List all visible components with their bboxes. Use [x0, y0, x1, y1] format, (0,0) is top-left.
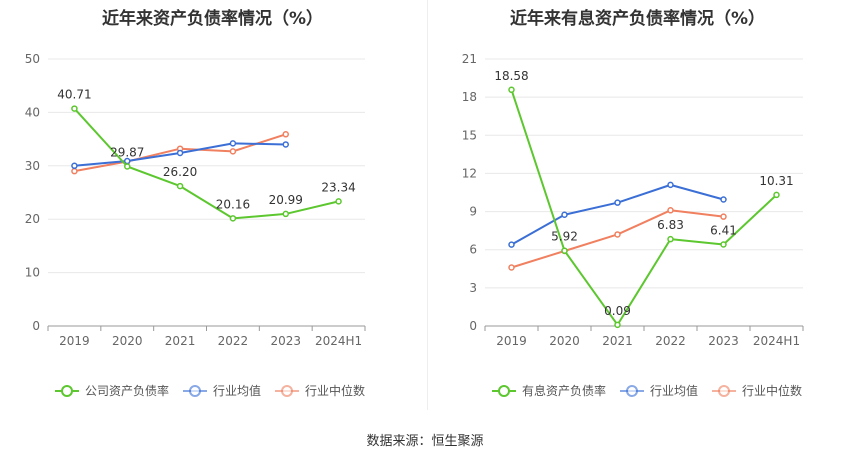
legend-label: 行业中位数 — [305, 383, 365, 398]
primary-series-point — [124, 163, 131, 170]
x-tick-label: 2020 — [112, 334, 143, 348]
legend-marker — [718, 385, 730, 397]
y-tick-label: 0 — [469, 319, 477, 333]
primary-series-point — [335, 198, 342, 205]
x-tick-label: 2021 — [602, 334, 633, 348]
industry-mean-series-point — [282, 141, 289, 148]
data-source-label: 数据来源：恒生聚源 — [366, 434, 484, 449]
legend-marker — [61, 385, 73, 397]
data-label: 20.99 — [269, 193, 303, 207]
y-tick-label: 20 — [25, 212, 40, 226]
y-tick-label: 12 — [462, 166, 477, 180]
legend-item-industry-median: 行业中位数 — [712, 383, 802, 398]
y-tick-label: 0 — [32, 319, 40, 333]
y-tick-label: 10 — [25, 266, 40, 280]
y-tick-label: 15 — [462, 128, 477, 142]
y-tick-label: 50 — [25, 52, 40, 66]
y-tick-label: 21 — [462, 52, 477, 66]
x-tick-label: 2023 — [708, 334, 739, 348]
industry-median-series-line — [511, 209, 724, 269]
data-label: 10.31 — [759, 174, 793, 188]
primary-series-point — [176, 182, 184, 190]
right-chart-title: 近年来有息资产负债率情况（%） — [509, 9, 766, 29]
data-label: 20.16 — [216, 197, 250, 211]
legend-label: 公司资产负债率 — [85, 383, 169, 398]
legend-label: 有息资产负债率 — [522, 383, 606, 398]
primary-series-point — [508, 86, 515, 94]
legend-item-primary: 有息资产负债率 — [492, 383, 606, 398]
y-tick-label: 40 — [25, 105, 40, 119]
industry-mean-series-point — [720, 196, 727, 203]
primary-series-line — [73, 107, 339, 220]
legend-label: 行业均值 — [650, 383, 698, 398]
primary-series-point — [614, 321, 621, 329]
data-label: 6.41 — [710, 224, 737, 238]
data-label: 0.09 — [604, 304, 631, 318]
x-tick-label: 2019 — [496, 334, 527, 348]
industry-median-series-point — [720, 213, 727, 220]
primary-series-point — [229, 215, 237, 222]
x-tick-label: 2024H1 — [753, 334, 800, 348]
industry-mean-series-point — [508, 241, 515, 248]
x-tick-label: 2020 — [549, 334, 580, 348]
y-tick-label: 3 — [469, 281, 477, 295]
industry-mean-series-point — [229, 140, 237, 147]
x-tick-label: 2024H1 — [315, 334, 362, 348]
industry-mean-series-point — [614, 199, 621, 206]
left-chart-title: 近年来资产负债率情况（%） — [101, 9, 324, 29]
industry-median-series-point — [282, 131, 289, 138]
industry-mean-series-point — [561, 211, 568, 218]
legend-marker — [189, 385, 201, 397]
data-label: 29.87 — [110, 145, 144, 159]
primary-series-point — [720, 241, 727, 248]
primary-series-point — [773, 191, 780, 199]
data-label: 26.20 — [163, 165, 197, 179]
legend-label: 行业均值 — [213, 383, 261, 398]
industry-median-series-point — [71, 167, 78, 175]
x-tick-label: 2019 — [59, 334, 90, 348]
primary-series-point — [561, 247, 568, 254]
primary-series-point — [667, 235, 674, 243]
legend-item-industry-median: 行业中位数 — [275, 383, 365, 398]
left-line-chart: 0 10 20 30 40 50 2019 2020 2021 2022 2023 2024H1 40.… — [25, 52, 366, 398]
legend-marker — [281, 385, 293, 397]
legend-marker — [498, 385, 510, 397]
data-label: 18.58 — [494, 69, 528, 83]
chart-divider — [427, 0, 428, 410]
x-tick-label: 2022 — [655, 334, 686, 348]
legend-marker — [626, 385, 638, 397]
industry-mean-series-point — [71, 162, 78, 170]
primary-series-point — [282, 210, 289, 218]
legend-item-industry-mean: 行业均值 — [620, 383, 698, 398]
data-label: 5.92 — [551, 230, 578, 244]
legend-item-industry-mean: 行业均值 — [183, 383, 261, 398]
y-tick-label: 18 — [462, 90, 477, 104]
legend-item-primary: 公司资产负债率 — [55, 383, 169, 398]
x-tick-label: 2023 — [270, 334, 301, 348]
y-tick-label: 9 — [469, 205, 477, 219]
industry-mean-series-point — [176, 149, 184, 157]
industry-mean-series-point — [667, 181, 674, 189]
industry-median-series-point — [614, 231, 621, 238]
x-tick-label: 2021 — [165, 334, 196, 348]
legend-label: 行业中位数 — [742, 383, 802, 398]
primary-series-point — [71, 105, 78, 112]
industry-median-series-point — [667, 207, 674, 214]
primary-series-line — [510, 89, 778, 326]
x-tick-label: 2022 — [218, 334, 249, 348]
data-label: 40.71 — [57, 88, 91, 102]
y-tick-label: 30 — [25, 159, 40, 173]
right-line-chart: 0 3 6 9 12 15 18 21 2019 2020 2021 2022 2023 2024H1 18… — [462, 52, 804, 398]
industry-median-series-point — [229, 148, 237, 155]
y-tick-label: 6 — [469, 243, 477, 257]
data-label: 23.34 — [321, 180, 355, 194]
data-label: 6.83 — [657, 218, 684, 232]
industry-median-series-point — [508, 264, 515, 271]
